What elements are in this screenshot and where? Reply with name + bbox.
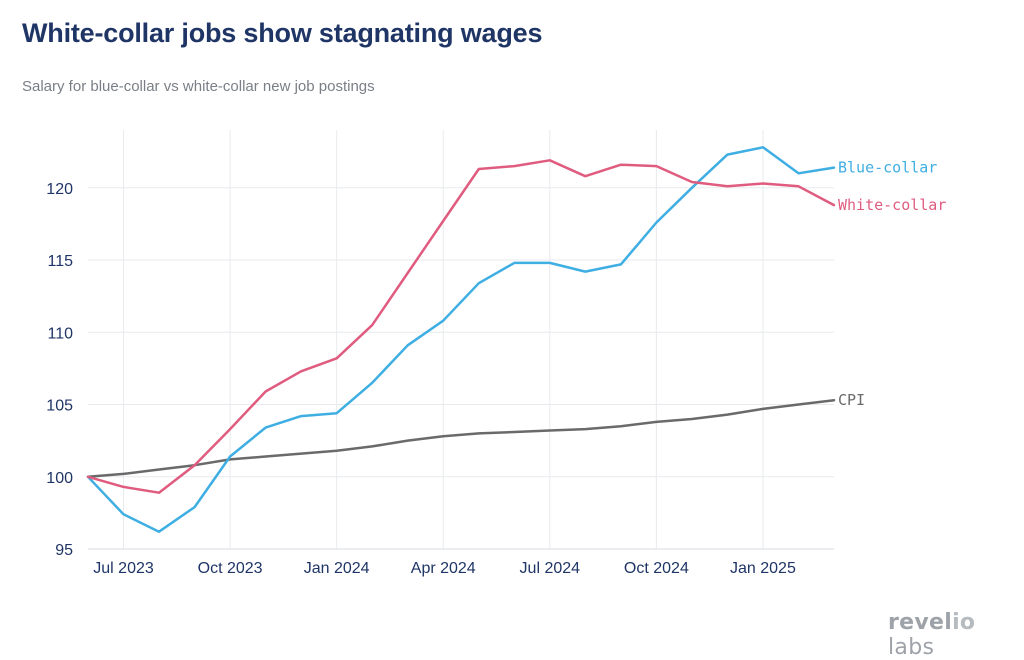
y-tick-label: 110 [47, 325, 73, 342]
white-collar-label: White-collar [838, 196, 946, 214]
x-tick-label: Jan 2025 [730, 560, 796, 577]
y-tick-label: 120 [46, 181, 73, 198]
cpi-label: CPI [838, 391, 865, 409]
y-tick-label: 115 [47, 253, 73, 270]
y-tick-label: 100 [46, 470, 73, 487]
grid-lines [88, 130, 834, 550]
x-tick-label: Jan 2024 [304, 560, 370, 577]
x-tick-label: Oct 2024 [624, 560, 689, 577]
chart-subtitle: Salary for blue-collar vs white-collar n… [22, 78, 375, 95]
blue-collar-line [86, 146, 836, 533]
x-tick-label: Jul 2024 [520, 560, 581, 577]
blue-collar-label: Blue-collar [838, 159, 937, 177]
y-axis: 95 100 105 110 115 120 [46, 181, 73, 559]
line-chart: 95 100 105 110 115 120 Jul 2023 Oct 2023 Jan 20… [46, 130, 946, 577]
x-tick-label: Jul 2023 [93, 560, 154, 577]
series-lines [86, 146, 836, 533]
x-axis: Jul 2023 Oct 2023 Jan 2024 Apr 2024 Jul 2024… [93, 560, 796, 577]
cpi-line [86, 398, 836, 479]
y-tick-label: 105 [46, 398, 73, 415]
chart-title: White-collar jobs show stagnating wages [22, 18, 543, 48]
x-tick-label: Apr 2024 [411, 560, 476, 577]
y-tick-label: 95 [55, 542, 73, 559]
white-collar-line [86, 159, 836, 494]
series-labels: CPI Blue-collar White-collar [838, 159, 946, 410]
revelio-labs-logo: revelio labs [888, 610, 976, 660]
x-tick-label: Oct 2023 [198, 560, 263, 577]
